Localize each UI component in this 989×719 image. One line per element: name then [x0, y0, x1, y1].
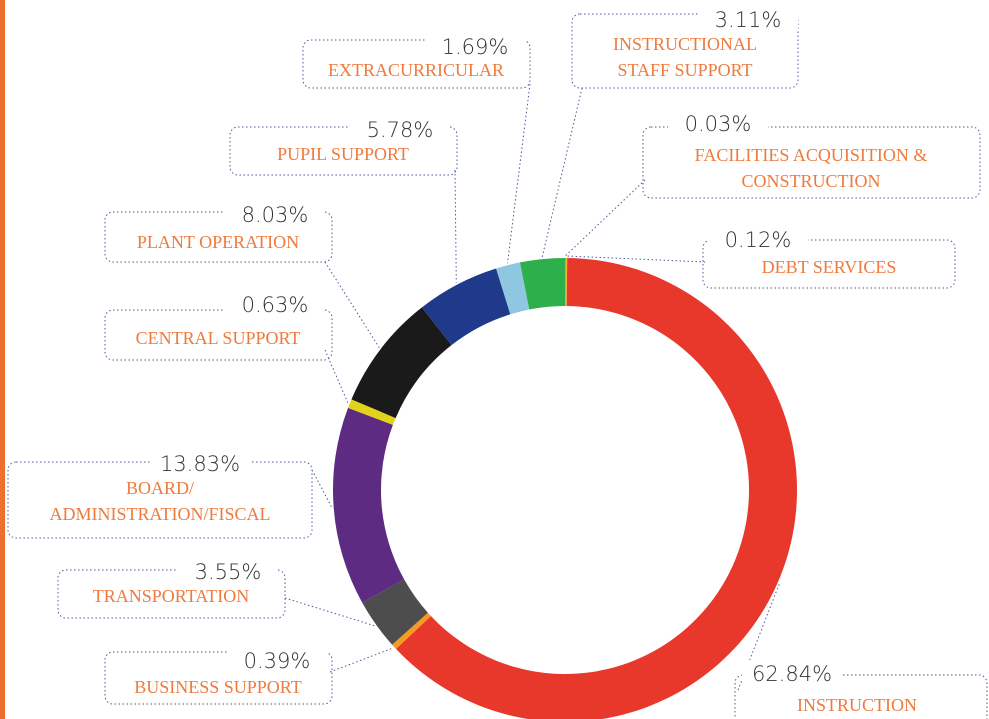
donut-segment [332, 407, 405, 603]
pct-bg [227, 647, 327, 671]
category-label: PLANT OPERATION [137, 232, 299, 252]
pct-bg [178, 558, 278, 582]
label-line: STAFF SUPPORT [617, 60, 752, 80]
label-box [57, 569, 286, 619]
leader-line [329, 647, 393, 673]
category-label: FACILITIES ACQUISITION & CONSTRUCTION [695, 145, 928, 191]
leader-line [564, 179, 646, 257]
label-box [104, 211, 333, 263]
donut-segment [421, 268, 511, 346]
leader-line [506, 83, 531, 264]
label-box [104, 309, 333, 361]
pct-bg [698, 6, 798, 30]
label-line: PLANT OPERATION [137, 232, 299, 252]
label-line: ADMINISTRATION/FISCAL [49, 504, 270, 524]
label-line: EXTRACURRICULAR [328, 60, 504, 80]
donut-segment [395, 258, 797, 719]
label-line: FACILITIES ACQUISITION & [695, 145, 928, 165]
label-box [302, 39, 531, 89]
pct-bg [668, 110, 768, 134]
category-label: CENTRAL SUPPORT [136, 328, 301, 348]
label-box [104, 651, 333, 705]
label-line: INSTRUCTION [797, 695, 917, 715]
category-label: EXTRACURRICULAR [328, 60, 504, 80]
percent-label: 13.83% [160, 452, 240, 476]
pct-bg [708, 226, 808, 250]
percent-label: 3.11% [715, 8, 782, 32]
label-line: CONSTRUCTION [741, 171, 880, 191]
label-line: CENTRAL SUPPORT [136, 328, 301, 348]
label-box [229, 126, 458, 176]
leader-line [737, 583, 780, 691]
pct-bg [225, 201, 325, 225]
leader-line [284, 597, 375, 627]
label-line: INSTRUCTIONAL [613, 34, 757, 54]
label-line: BUSINESS SUPPORT [134, 677, 301, 697]
donut-segment [519, 258, 565, 310]
label-box [642, 126, 981, 199]
donut-segment [362, 579, 428, 645]
donut-segment [348, 399, 396, 425]
leader-line [454, 169, 457, 283]
edge-bar [0, 0, 5, 719]
leader-line [311, 469, 333, 508]
percent-label: 0.03% [685, 112, 752, 136]
pct-bg [742, 660, 842, 684]
category-label: TRANSPORTATION [93, 586, 250, 606]
percent-label: 0.39% [244, 649, 311, 673]
donut-segment [496, 262, 530, 315]
leader-line [324, 261, 380, 348]
category-label: INSTRUCTION [797, 695, 917, 715]
pct-bg [425, 33, 525, 57]
pct-bg [350, 116, 450, 140]
leader-line [541, 87, 583, 258]
category-label: PUPIL SUPPORT [277, 144, 409, 164]
category-label: BOARD/ADMINISTRATION/FISCAL [49, 478, 270, 524]
percent-label: 0.63% [242, 293, 309, 317]
percent-label: 8.03% [242, 203, 309, 227]
donut-segment [351, 307, 452, 419]
category-label: INSTRUCTIONAL STAFF SUPPORT [613, 34, 757, 80]
percent-label: 62.84% [752, 662, 832, 686]
donut-segment [565, 258, 568, 307]
pct-bg [150, 450, 250, 474]
percent-label: 5.78% [367, 118, 434, 142]
leader-line [324, 349, 349, 404]
pct-bg [225, 291, 325, 315]
leader-line [566, 255, 706, 263]
label-line: BOARD/ [126, 478, 194, 498]
category-label: DEBT SERVICES [762, 257, 897, 277]
category-label: BUSINESS SUPPORT [134, 677, 301, 697]
label-line: TRANSPORTATION [93, 586, 250, 606]
label-box [702, 239, 956, 289]
label-line: DEBT SERVICES [762, 257, 897, 277]
percent-label: 3.55% [195, 560, 262, 584]
percent-label: 0.12% [725, 228, 792, 252]
donut-segment [392, 612, 431, 649]
label-box [571, 13, 799, 89]
percent-label: 1.69% [442, 35, 509, 59]
label-line: PUPIL SUPPORT [277, 144, 409, 164]
